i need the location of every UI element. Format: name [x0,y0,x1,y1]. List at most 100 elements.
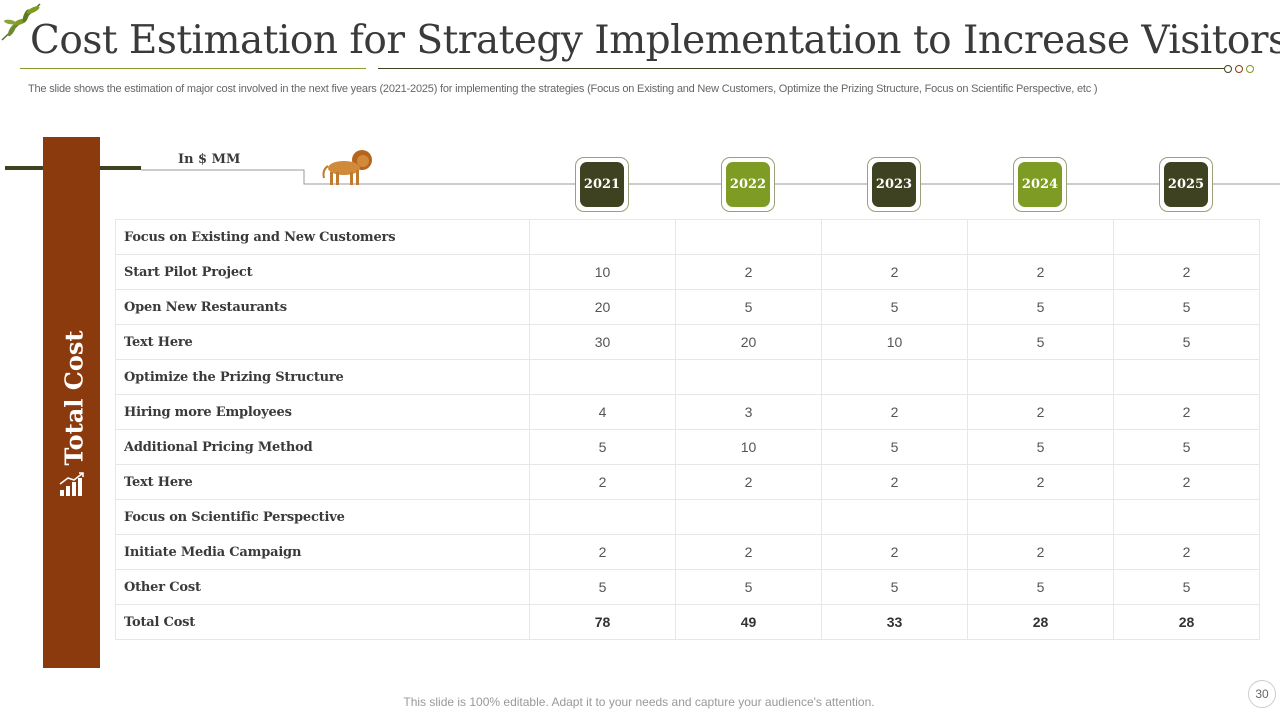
row-label: Additional Pricing Method [115,429,530,465]
row-label: Start Pilot Project [115,254,530,290]
cell-value: 5 [967,429,1114,465]
cell-value: 2 [821,254,968,290]
cell-value [1113,499,1260,535]
cell-value: 2 [1113,254,1260,290]
table-row: Text Here 2 2 2 2 2 [115,464,1260,500]
cell-value: 2 [967,254,1114,290]
cell-value: 5 [821,569,968,605]
cell-value [675,219,822,255]
cell-value: 3 [675,394,822,430]
cell-value [967,219,1114,255]
cell-value: 20 [675,324,822,360]
cell-value: 5 [1113,429,1260,465]
cell-value: 5 [1113,289,1260,325]
year-header-2022: 2022 [721,157,775,212]
cell-value: 5 [967,569,1114,605]
cell-value: 10 [529,254,676,290]
cell-value [529,499,676,535]
cell-value: 2 [821,534,968,570]
cell-value: 5 [529,569,676,605]
row-label: Initiate Media Campaign [115,534,530,570]
leaf-decoration-icon [1,3,41,41]
cell-value: 2 [529,534,676,570]
row-label: Hiring more Employees [115,394,530,430]
cell-value: 30 [529,324,676,360]
cell-value: 2 [529,464,676,500]
page-subtitle: The slide shows the estimation of major … [28,83,1098,95]
cell-value: 4 [529,394,676,430]
cell-value: 78 [529,604,676,640]
cost-table: Focus on Existing and New Customers Star… [115,219,1260,640]
cell-value: 5 [967,324,1114,360]
cell-value: 20 [529,289,676,325]
lion-icon [322,150,372,185]
cell-value: 5 [967,289,1114,325]
title-underline-left [20,68,366,69]
cell-value: 28 [967,604,1114,640]
table-row: Other Cost 5 5 5 5 5 [115,569,1260,605]
year-header-2023: 2023 [867,157,921,212]
cell-value [675,359,822,395]
table-row: Focus on Scientific Perspective [115,499,1260,535]
row-label: Total Cost [115,604,530,640]
table-row: Additional Pricing Method 5 10 5 5 5 [115,429,1260,465]
year-label: 2024 [1018,162,1062,207]
cell-value: 5 [529,429,676,465]
cell-value: 5 [821,429,968,465]
row-label: Text Here [115,324,530,360]
row-label: Text Here [115,464,530,500]
cell-value: 2 [821,464,968,500]
cell-value: 33 [821,604,968,640]
year-header-2021: 2021 [575,157,629,212]
table-row: Initiate Media Campaign 2 2 2 2 2 [115,534,1260,570]
cell-value [675,499,822,535]
cell-value: 5 [1113,324,1260,360]
cell-value: 2 [675,464,822,500]
cell-value: 5 [675,569,822,605]
page-number: 30 [1248,680,1276,708]
cell-value: 5 [1113,569,1260,605]
table-row: Open New Restaurants 20 5 5 5 5 [115,289,1260,325]
cell-value [821,359,968,395]
row-label: Other Cost [115,569,530,605]
cell-value [1113,219,1260,255]
cell-value [529,219,676,255]
row-label: Open New Restaurants [115,289,530,325]
cell-value: 2 [821,394,968,430]
title-underline-right [378,68,1224,69]
growth-chart-icon [59,472,84,496]
year-header-2024: 2024 [1013,157,1067,212]
unit-label: In $ MM [178,152,241,167]
row-label: Focus on Existing and New Customers [115,219,530,255]
cell-value [529,359,676,395]
cell-value [1113,359,1260,395]
table-row: Start Pilot Project 10 2 2 2 2 [115,254,1260,290]
row-label: Optimize the Prizing Structure [115,359,530,395]
cell-value: 2 [967,464,1114,500]
cell-value: 2 [675,534,822,570]
total-cost-sidebar [43,137,100,668]
table-row: Text Here 30 20 10 5 5 [115,324,1260,360]
year-label: 2022 [726,162,770,207]
cell-value: 5 [821,289,968,325]
year-label: 2025 [1164,162,1208,207]
cell-value: 2 [1113,464,1260,500]
cell-value: 5 [675,289,822,325]
cell-value: 2 [675,254,822,290]
row-label: Focus on Scientific Perspective [115,499,530,535]
title-dots-decoration [1224,65,1258,73]
cell-value: 49 [675,604,822,640]
year-header-2025: 2025 [1159,157,1213,212]
table-row: Optimize the Prizing Structure [115,359,1260,395]
cell-value: 2 [1113,394,1260,430]
cell-value: 10 [675,429,822,465]
cell-value: 2 [967,394,1114,430]
cell-value: 2 [1113,534,1260,570]
sidebar-label: Total Cost [59,330,89,466]
cell-value [967,359,1114,395]
cell-value: 10 [821,324,968,360]
cell-value [821,499,968,535]
total-row: Total Cost 78 49 33 28 28 [115,604,1260,640]
year-label: 2021 [580,162,624,207]
cell-value: 28 [1113,604,1260,640]
